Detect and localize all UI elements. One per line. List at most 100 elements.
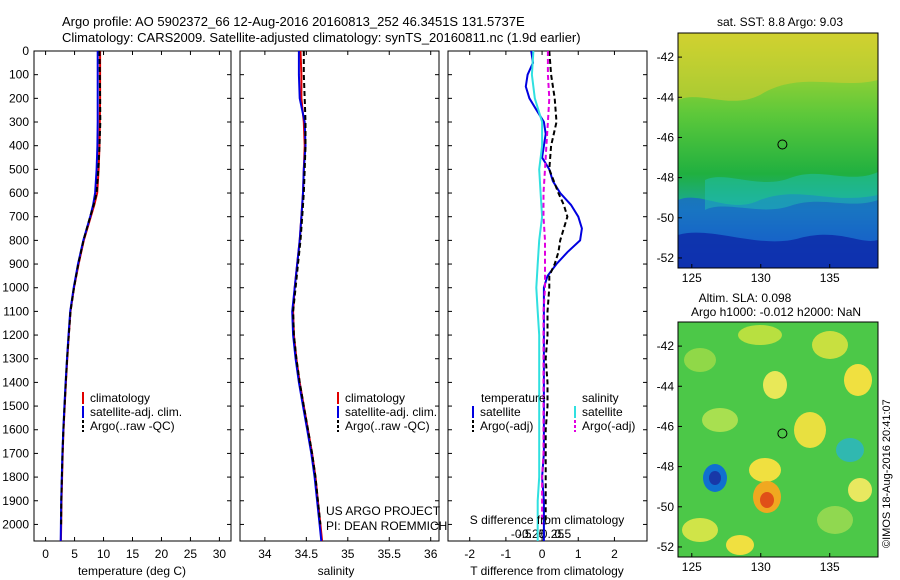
salinity-legend: climatology satellite-adj. clim. Argo(..… [337,391,437,433]
lat-tick-label: -50 [657,500,675,514]
temperature-xlabel: temperature (deg C) [78,564,186,578]
depth-tick-label: 1900 [2,494,29,508]
depth-tick-label: 1200 [2,328,29,342]
copyright-label: ©IMOS 18-Aug-2016 20:41:07 [881,399,893,548]
depth-tick-label: 100 [9,68,29,82]
legend-label-satellite: satellite-adj. clim. [345,405,437,419]
lat-tick-label: -46 [657,419,675,433]
x-tick-label: 36 [424,547,438,561]
legend-label-argo: Argo(..raw -QC) [345,419,430,433]
t-difference-xlabel: T difference from climatology [470,564,624,578]
difference-series [524,50,583,541]
salinity-depth-ticks [240,50,439,525]
depth-tick-label: 2000 [2,517,29,531]
x-tick-label: 0 [42,547,49,561]
sst-map-panel: sat. SST: 8.8 Argo: 9.03 125 130 135 -42 -44… [657,15,879,285]
figure-title-line1: Argo profile: AO 5902372_66 12-Aug-2016 … [62,14,525,29]
depth-tick-label: 1000 [2,281,29,295]
s-tick-label: 0.25 [541,527,565,541]
s-tick-label: 0 [539,527,546,541]
depth-tick-label: 1300 [2,352,29,366]
legend-label-s-satellite: satellite [582,405,623,419]
lon-tick-label: 125 [682,271,702,285]
temperature-plot-frame [33,50,232,542]
sst-map-axes: 125 130 135 -42 -44 -46 -48 -50 -52 [657,50,840,285]
x-tick-label: -1 [501,547,512,561]
lon-tick-label: 135 [820,271,840,285]
x-tick-label: 5 [71,547,78,561]
series-line-temperature-argo-adj [544,50,569,525]
s-difference-xlabel: S difference from climatology [470,513,625,527]
lat-tick-label: -52 [657,540,675,554]
lat-tick-label: -44 [657,90,675,104]
legend-label-argo: Argo(..raw -QC) [90,419,175,433]
depth-tick-label: 500 [9,162,29,176]
depth-tick-label: 300 [9,115,29,129]
depth-tick-label: 400 [9,139,29,153]
salinity-panel: 34 34.5 35 35.5 36 salinity climatology sate… [239,50,447,578]
salinity-xlabel: salinity [318,564,355,578]
x-tick-label: 15 [126,547,140,561]
sst-map-image [678,33,878,268]
depth-tick-label: 1600 [2,423,29,437]
series-line-salinity-argo-adj [541,51,551,525]
lat-tick-label: -42 [657,339,675,353]
s-tick-label: 0.5 [555,527,572,541]
depth-tick-label: 900 [9,257,29,271]
legend-label-climatology: climatology [90,391,150,405]
lat-tick-label: -50 [657,211,675,225]
sla-map-title-line2: Argo h1000: -0.012 h2000: NaN [691,305,861,319]
lat-tick-label: -42 [657,50,675,64]
lon-tick-label: 125 [682,560,702,574]
lat-tick-label: -48 [657,460,675,474]
x-tick-label: 1 [575,547,582,561]
legend-label-t-argo: Argo(-adj) [480,419,533,433]
depth-tick-label: 200 [9,91,29,105]
lat-tick-label: -48 [657,171,675,185]
salinity-plot-frame [239,50,440,542]
lon-tick-label: 130 [751,560,771,574]
depth-tick-label: 1100 [3,304,29,318]
series-line-satellite-adj-clim [59,51,99,542]
project-annotation-line1: US ARGO PROJECT [326,504,441,518]
salinity-series [291,50,324,542]
sla-map-panel: Altim. SLA: 0.098 Argo h1000: -0.012 h20… [657,291,893,574]
legend-label-satellite: satellite-adj. clim. [90,405,182,419]
series-line-argo-raw-qc [60,50,102,525]
difference-legend: temperature salinity satellite Argo(-adj… [472,391,635,433]
float-position-marker [777,139,788,150]
x-tick-label: 34 [258,547,272,561]
series-line-argo-raw-qc [292,51,322,525]
salinity-x-axis: 34 34.5 35 35.5 36 [258,51,438,561]
depth-tick-label: 600 [9,186,29,200]
x-tick-label: 34.5 [295,547,319,561]
lat-tick-label: -44 [657,379,675,393]
temperature-panel: 0 100 200 300 400 500 600 700 800 900 1000 1100 1200… [2,44,232,578]
x-tick-label: 20 [155,547,169,561]
depth-tick-label: 700 [9,210,29,224]
depth-tick-label: 1400 [2,375,29,389]
legend-label-climatology: climatology [345,391,405,405]
x-tick-label: 10 [97,547,111,561]
legend-header-salinity: salinity [582,391,619,405]
x-tick-label: 35.5 [378,547,402,561]
depth-tick-label: 800 [9,233,29,247]
sst-map-frame [677,32,879,269]
series-line-temperature-satellite [524,50,583,541]
s-tick-label: -0.25 [518,527,546,541]
depth-tick-label: 1700 [2,446,29,460]
x-tick-label: 25 [184,547,198,561]
temperature-legend: climatology satellite-adj. clim. Argo(..… [82,391,182,433]
temperature-series [59,50,102,542]
temperature-x-axis: 0 5 10 15 20 25 30 [42,51,226,561]
lat-tick-label: -46 [657,130,675,144]
lat-tick-label: -52 [657,251,675,265]
legend-header-temperature: temperature [481,391,546,405]
x-tick-label: 0 [539,547,546,561]
difference-depth-ticks [448,50,647,525]
float-position-marker [777,428,788,439]
x-tick-label: -2 [464,547,475,561]
legend-label-t-satellite: satellite [480,405,521,419]
